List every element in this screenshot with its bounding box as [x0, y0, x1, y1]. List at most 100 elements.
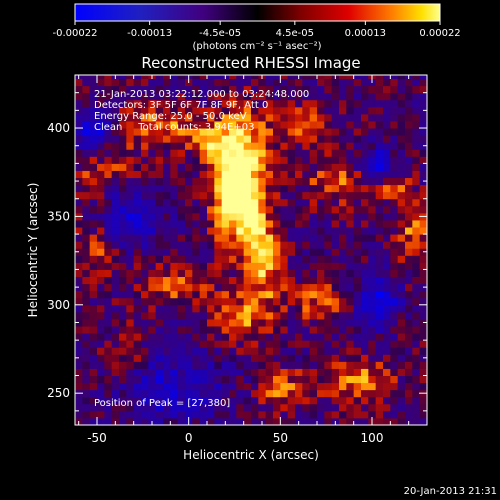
heatmap-cell: [177, 410, 186, 419]
heatmap-cell: [192, 396, 201, 405]
heatmap-cell: [339, 156, 347, 164]
heatmap-cell: [368, 403, 377, 412]
heatmap-cell: [412, 156, 421, 164]
heatmap-cell: [309, 361, 318, 369]
heatmap-cell: [280, 269, 289, 278]
heatmap-cell: [368, 219, 377, 228]
heatmap-cell: [287, 311, 296, 320]
heatmap-cell: [258, 347, 267, 355]
y-tick-label: 350: [47, 209, 70, 223]
heatmap-cell: [397, 396, 406, 405]
heatmap-cell: [309, 212, 318, 221]
heatmap-cell: [243, 198, 252, 207]
heatmap-cell: [273, 241, 281, 249]
heatmap-cell: [229, 99, 237, 108]
heatmap-cell: [243, 177, 252, 186]
heatmap-cell: [141, 354, 149, 362]
heatmap-cell: [353, 375, 362, 384]
heatmap-cell: [317, 311, 325, 320]
heatmap-cell: [273, 234, 281, 242]
heatmap-cell: [375, 241, 384, 249]
heatmap-cell: [339, 78, 347, 87]
heatmap-cell: [126, 389, 135, 398]
heatmap-cell: [273, 120, 281, 129]
heatmap-cell: [383, 128, 391, 136]
heatmap-cell: [111, 410, 120, 419]
heatmap-cell: [207, 262, 215, 270]
heatmap-cell: [309, 333, 318, 341]
heatmap-cell: [104, 318, 113, 327]
heatmap-cell: [97, 163, 105, 171]
heatmap-cell: [302, 304, 311, 313]
heatmap-cell: [214, 163, 223, 171]
heatmap-cell: [273, 191, 281, 200]
heatmap-cell: [104, 417, 113, 425]
heatmap-cell: [141, 106, 149, 115]
heatmap-cell: [177, 248, 186, 256]
heatmap-cell: [397, 276, 406, 285]
heatmap-cell: [170, 326, 179, 334]
heatmap-cell: [390, 128, 399, 136]
heatmap-cell: [258, 227, 267, 235]
heatmap-cell: [207, 354, 215, 362]
heatmap-cell: [419, 184, 427, 193]
heatmap-cell: [75, 99, 83, 108]
heatmap-cell: [317, 375, 325, 384]
heatmap-cell: [207, 410, 215, 419]
heatmap-cell: [390, 177, 399, 186]
heatmap-cell: [390, 255, 399, 263]
heatmap-cell: [295, 304, 303, 313]
heatmap-cell: [111, 283, 120, 292]
heatmap-cell: [229, 382, 237, 391]
heatmap-cell: [141, 241, 149, 249]
heatmap-cell: [368, 396, 377, 405]
heatmap-cell: [331, 106, 340, 115]
heatmap-cell: [89, 354, 98, 362]
heatmap-cell: [375, 156, 384, 164]
heatmap-cell: [243, 99, 252, 108]
heatmap-cell: [302, 283, 311, 292]
heatmap-cell: [229, 227, 237, 235]
heatmap-cell: [185, 241, 193, 249]
heatmap-cell: [148, 219, 157, 228]
heatmap-cell: [317, 389, 325, 398]
heatmap-cell: [265, 340, 274, 348]
heatmap-cell: [295, 361, 303, 369]
heatmap-cell: [163, 347, 171, 355]
heatmap-cell: [82, 149, 91, 157]
heatmap-cell: [177, 389, 186, 398]
heatmap-cell: [368, 142, 377, 150]
heatmap-cell: [258, 410, 267, 419]
heatmap-cell: [221, 333, 230, 341]
heatmap-cell: [221, 177, 230, 186]
heatmap-cell: [155, 347, 164, 355]
heatmap-cell: [104, 177, 113, 186]
heatmap-cell: [221, 92, 230, 101]
heatmap-cell: [317, 255, 325, 263]
heatmap-cell: [309, 417, 318, 425]
heatmap-cell: [170, 297, 179, 306]
heatmap-cell: [221, 347, 230, 355]
heatmap-cell: [324, 170, 333, 179]
heatmap-cell: [89, 417, 98, 425]
heatmap-cell: [75, 396, 83, 405]
heatmap-cell: [331, 375, 340, 384]
heatmap-cell: [317, 205, 325, 214]
heatmap-cell: [104, 227, 113, 235]
heatmap-cell: [199, 149, 208, 157]
heatmap-cell: [419, 382, 427, 391]
heatmap-cell: [236, 149, 245, 157]
heatmap-cell: [287, 219, 296, 228]
heatmap-cell: [258, 92, 267, 101]
heatmap-cell: [133, 184, 142, 193]
heatmap-cell: [361, 142, 369, 150]
heatmap-cell: [280, 128, 289, 136]
heatmap-cell: [258, 106, 267, 115]
heatmap-cell: [361, 99, 369, 108]
heatmap-cell: [353, 85, 362, 94]
heatmap-cell: [317, 113, 325, 122]
heatmap-cell: [243, 340, 252, 348]
heatmap-cell: [199, 361, 208, 369]
heatmap-cell: [346, 78, 355, 87]
heatmap-cell: [104, 75, 113, 80]
